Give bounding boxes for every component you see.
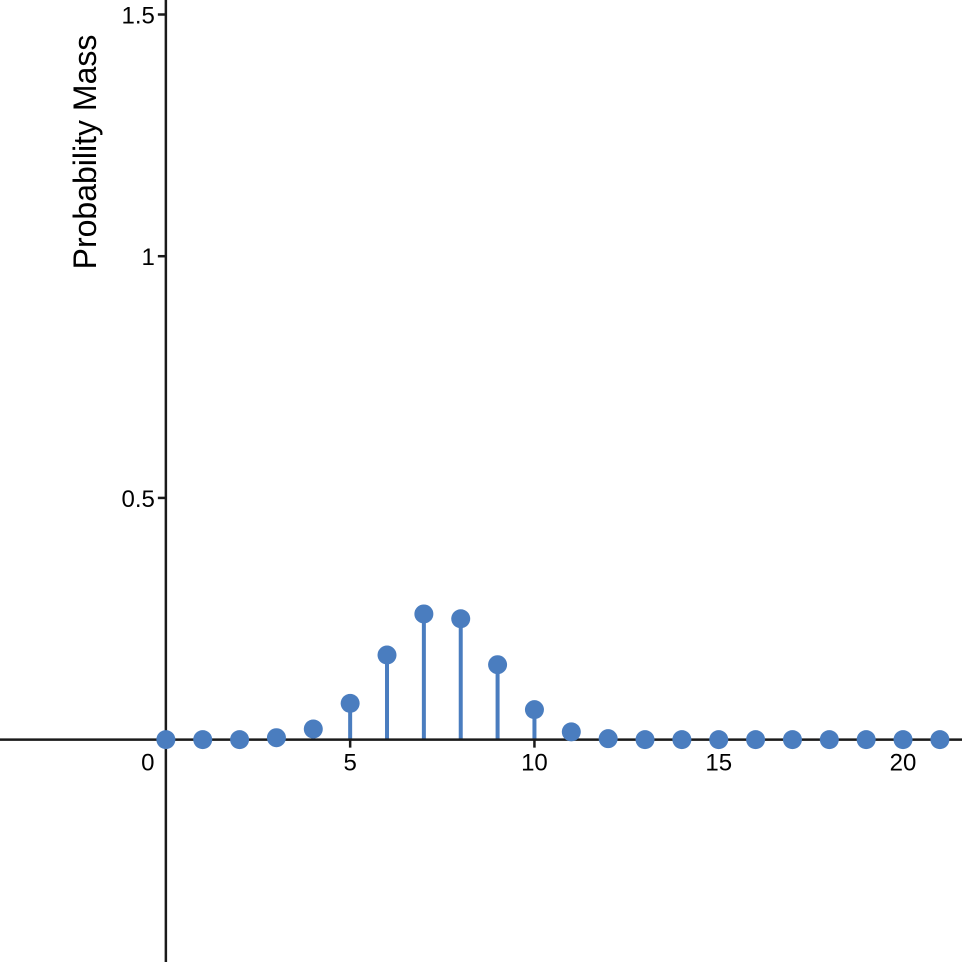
data-point: [303, 719, 323, 739]
data-point: [635, 730, 655, 750]
data-point: [746, 730, 766, 750]
data-point: [414, 604, 434, 624]
data-point: [709, 730, 729, 750]
data-point: [930, 730, 950, 750]
x-tick-label: 10: [521, 750, 548, 777]
points-layer: [156, 604, 950, 750]
data-point: [156, 730, 176, 750]
data-point: [193, 730, 213, 750]
data-point: [561, 722, 581, 742]
data-point: [451, 609, 471, 629]
data-point: [598, 729, 618, 749]
x-tick-label: 20: [890, 750, 917, 777]
data-point: [893, 730, 913, 750]
y-tick-label: 0.5: [121, 486, 154, 513]
data-point: [819, 730, 839, 750]
data-point: [266, 728, 286, 748]
data-point: [782, 730, 802, 750]
data-point: [377, 645, 397, 665]
x-tick-label: 5: [343, 750, 356, 777]
data-point: [672, 730, 692, 750]
ticks-layer: 0 5 10 15 20 0.5 1 1.5: [121, 3, 916, 777]
y-tick-label: 1.5: [121, 3, 154, 30]
stems-layer: [311, 613, 574, 740]
data-point: [524, 700, 544, 720]
y-tick-label: 1: [142, 244, 155, 271]
y-axis-title: Probability Mass: [67, 35, 103, 270]
data-point: [340, 693, 360, 713]
data-point: [230, 730, 250, 750]
data-point: [856, 730, 876, 750]
x-tick-label: 15: [705, 750, 732, 777]
data-point: [488, 655, 508, 675]
x-tick-label: 0: [141, 750, 154, 777]
